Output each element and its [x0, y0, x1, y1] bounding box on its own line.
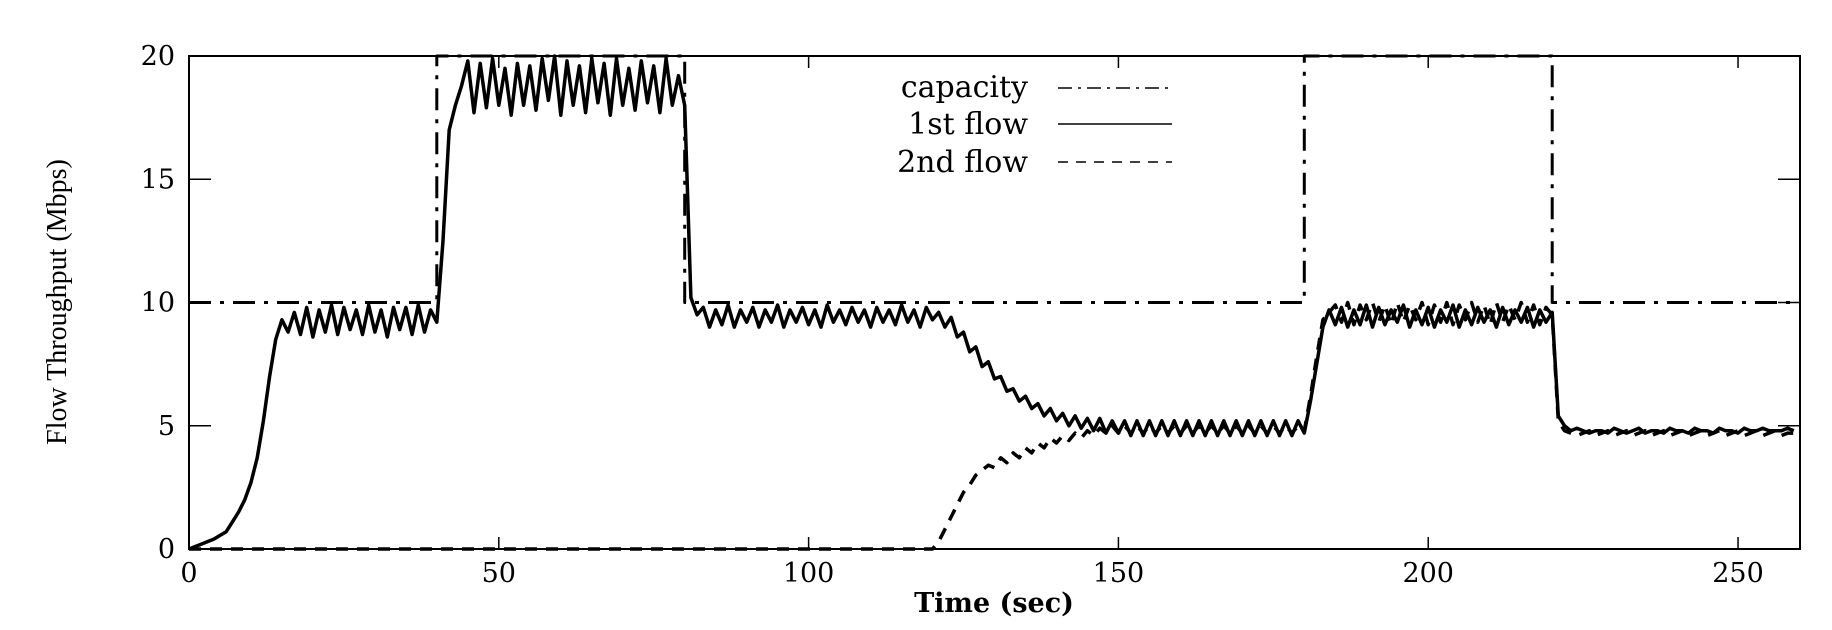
legend-label-1st-flow: 1st flow — [908, 107, 1028, 142]
axis-tick-labels: 0 50 100 150 200 250 0 5 10 15 20 — [141, 41, 1764, 589]
y-tick-label-20: 20 — [141, 41, 175, 72]
y-axis-title: Flow Throughput (Mbps) — [42, 159, 73, 445]
x-axis-title: Time (sec) — [914, 588, 1074, 619]
y-tick-label-15: 15 — [141, 164, 175, 195]
x-tick-label-200: 200 — [1402, 558, 1454, 589]
series-line-capacity — [189, 54, 1800, 304]
legend: capacity 1st flow 2nd flow — [897, 70, 1172, 180]
y-tick-label-0: 0 — [158, 534, 175, 565]
y-tick-label-5: 5 — [158, 411, 175, 442]
x-tick-label-250: 250 — [1712, 558, 1764, 589]
series-layer — [188, 54, 1800, 551]
x-tick-label-150: 150 — [1093, 558, 1145, 589]
series-line-1st-flow — [188, 54, 1795, 551]
series-line-2nd-flow — [189, 300, 1794, 551]
x-tick-label-100: 100 — [783, 558, 835, 589]
x-tick-label-0: 0 — [180, 558, 197, 589]
legend-label-capacity: capacity — [901, 70, 1028, 105]
x-tick-label-50: 50 — [482, 558, 516, 589]
y-tick-label-10: 10 — [141, 288, 175, 319]
legend-label-2nd-flow: 2nd flow — [897, 145, 1028, 180]
